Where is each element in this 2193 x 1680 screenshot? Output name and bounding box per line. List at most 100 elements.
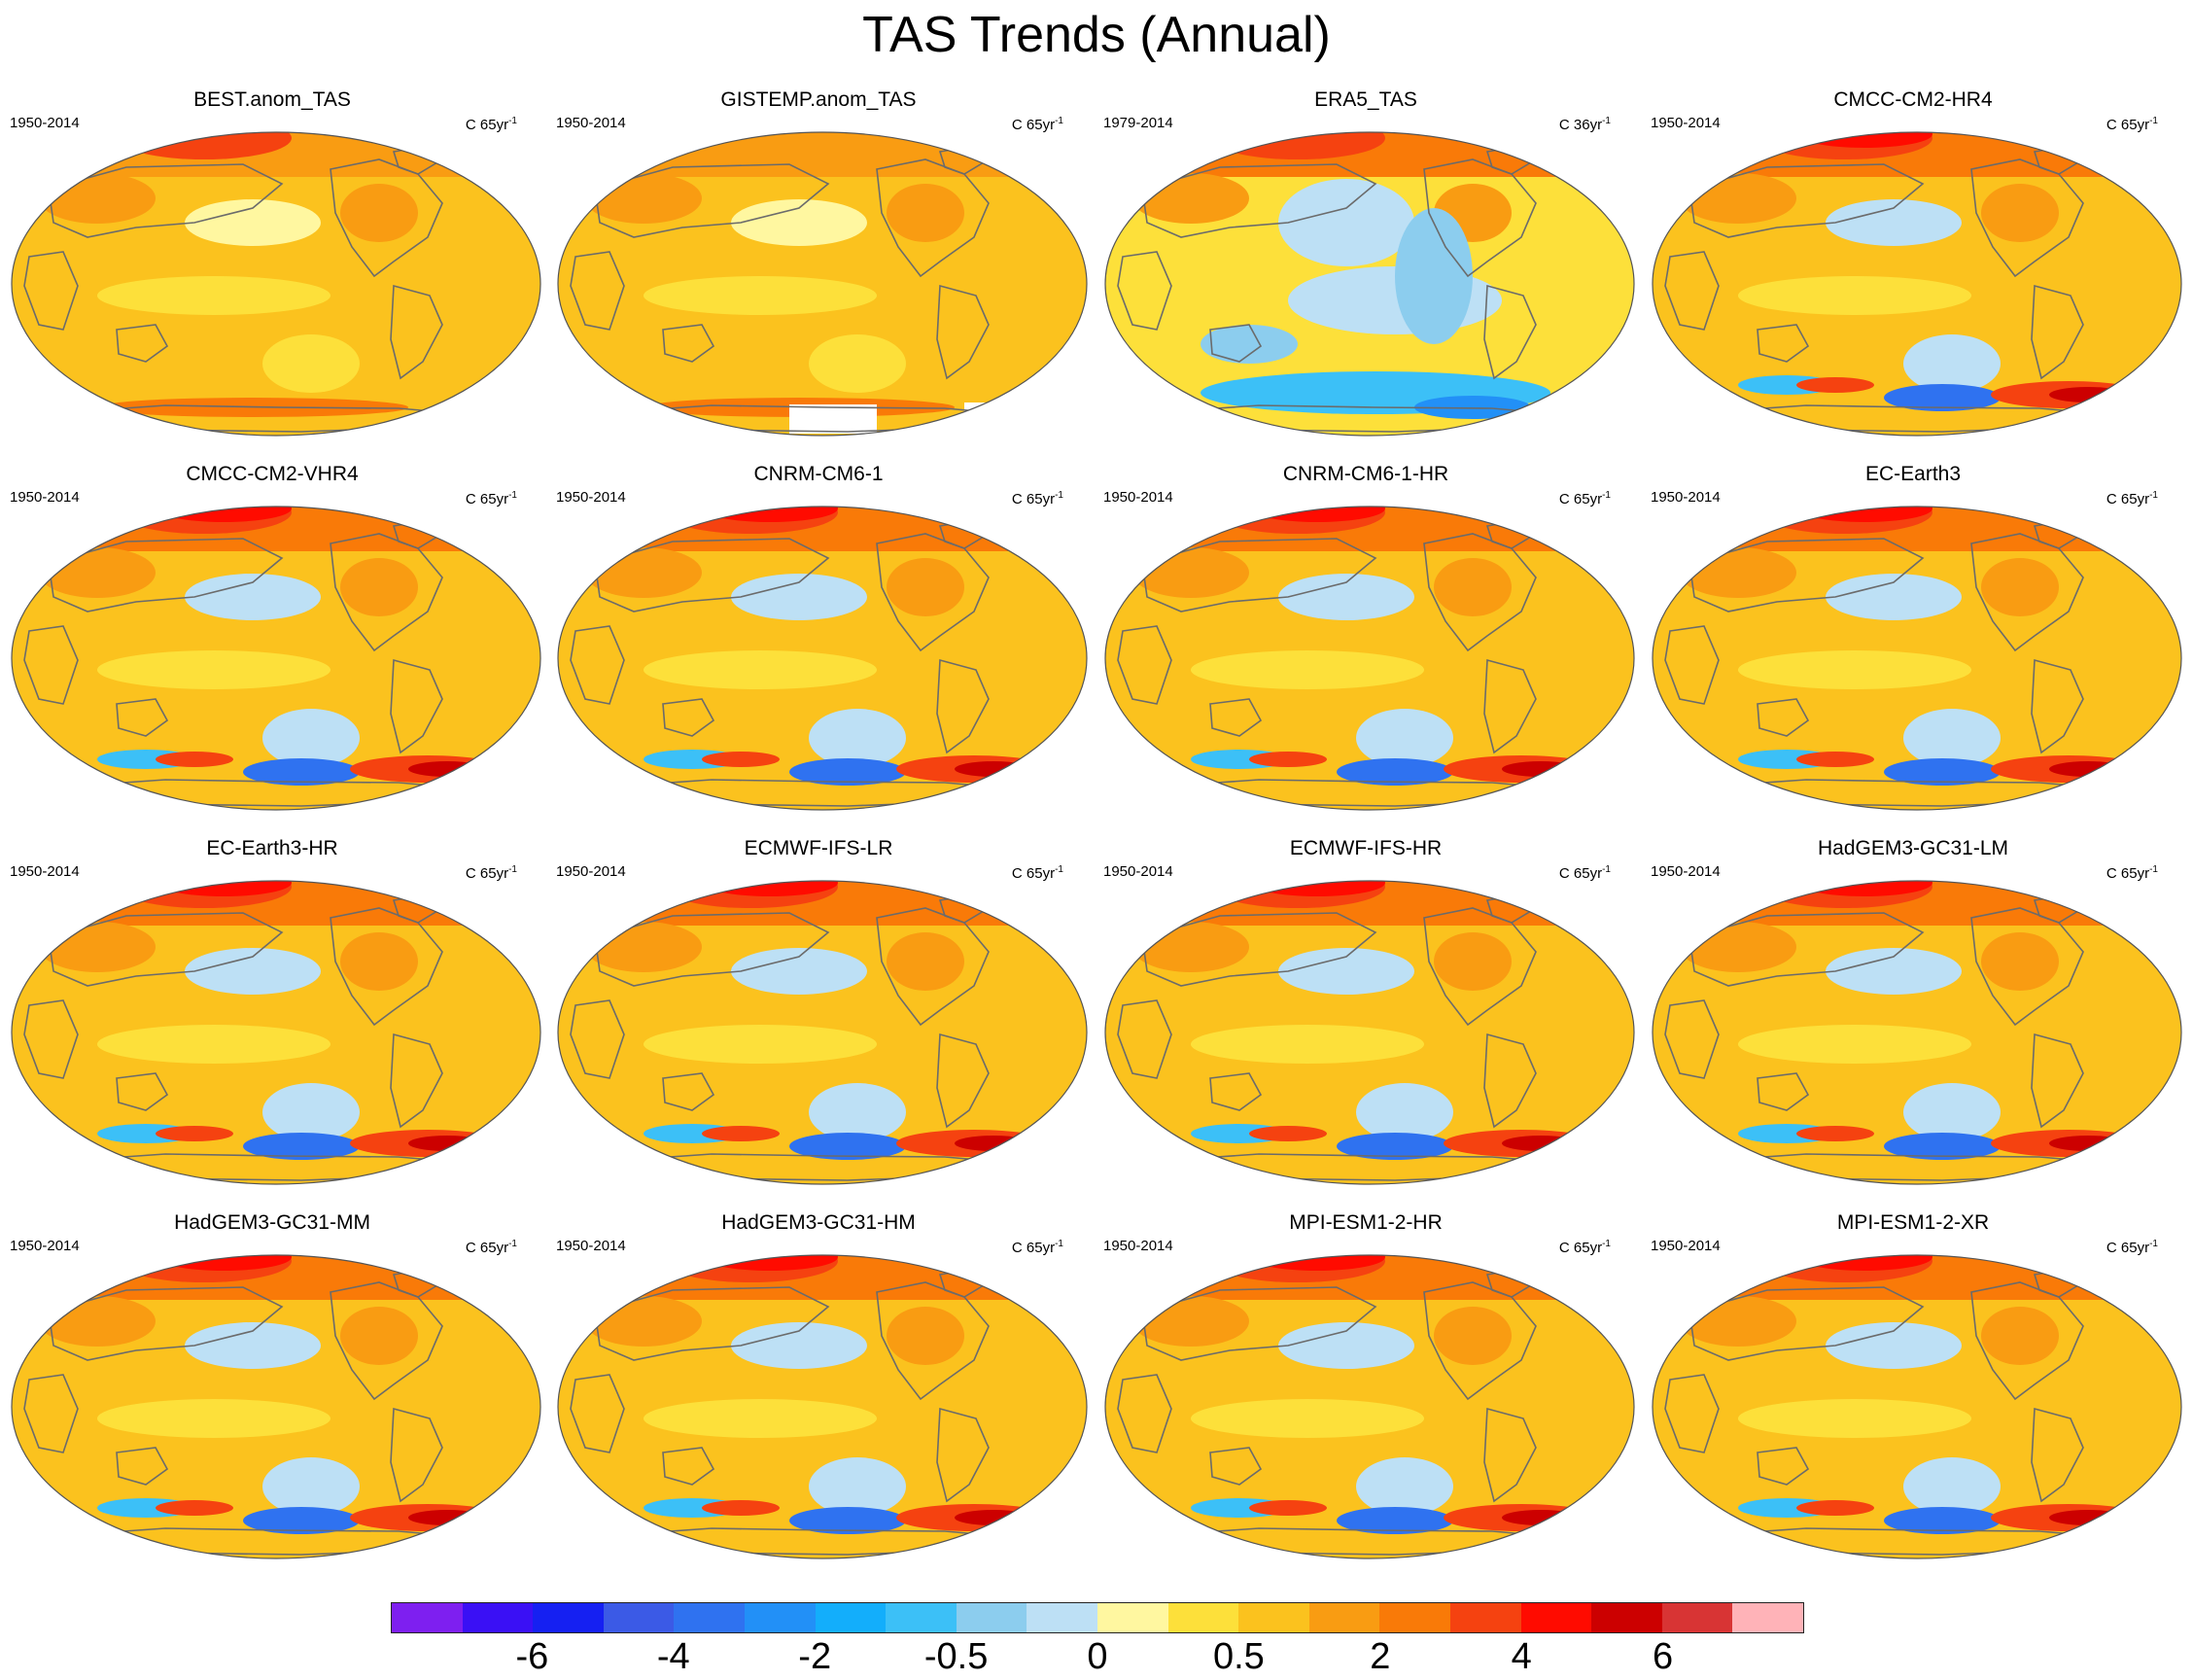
tropical-pacific-band: [644, 650, 877, 689]
colorbar-tick-label: 0: [1087, 1636, 1108, 1677]
south-america-coastline: [1483, 1407, 1537, 1503]
panel-period: 1950-2014: [10, 489, 80, 506]
colorbar-tick-label: 4: [1511, 1636, 1532, 1677]
units-text: C 65yr: [465, 865, 509, 882]
missing-data: [789, 404, 877, 434]
world-map: [1104, 1254, 1635, 1559]
units-text: C 65yr: [465, 1240, 509, 1256]
eurasia-warming: [1132, 547, 1249, 598]
map-outline: [1104, 131, 1635, 437]
panel-units: C 65yr-1: [1012, 487, 1063, 508]
colorbar-swatch: [533, 1603, 604, 1632]
africa-coastline: [1664, 625, 1720, 705]
south-pacific-cooling: [1356, 1457, 1453, 1516]
map-panel: EC-Earth3-HR 1950-2014 C 65yr-1: [10, 836, 541, 1186]
units-text: C 65yr: [2106, 117, 2150, 133]
tropical-pacific-band: [1191, 1025, 1424, 1064]
panel-period: 1979-2014: [1103, 115, 1173, 131]
eurasia-warming: [1680, 1296, 1796, 1347]
colorbar-swatch: [1379, 1603, 1450, 1632]
colorbar-swatch: [744, 1603, 816, 1632]
eurasia-coastline: [1141, 538, 1377, 612]
panel-period: 1950-2014: [1103, 1238, 1173, 1254]
ross-sea-cooling: [1884, 384, 2001, 411]
eurasia-coastline: [1688, 163, 1925, 238]
panel-period: 1950-2014: [556, 489, 626, 506]
map-panel: ERA5_TAS 1979-2014 C 36yr-1: [1103, 88, 1635, 438]
eurasia-coastline: [1141, 912, 1377, 987]
tropical-pacific-band: [1738, 276, 1971, 315]
southern-warm-patch: [1249, 1500, 1327, 1516]
africa-coastline: [1117, 251, 1172, 331]
south-america-coastline: [2031, 1032, 2084, 1129]
tropical-pacific-band: [1191, 1399, 1424, 1438]
southern-warm-patch: [702, 1126, 780, 1141]
north-pacific-cooling: [1826, 1322, 1962, 1369]
units-text: C 65yr: [465, 117, 509, 133]
map-panel: MPI-ESM1-2-HR 1950-2014 C 65yr-1: [1103, 1210, 1635, 1560]
south-pacific-cooling: [1356, 1083, 1453, 1141]
map-outline: [1104, 506, 1635, 811]
panel-title: BEST.anom_TAS: [193, 88, 351, 111]
south-america-coastline: [936, 1407, 990, 1503]
eurasia-warming: [1680, 173, 1796, 224]
north-pacific-cooling: [1278, 574, 1414, 620]
south-america-coastline: [2031, 284, 2084, 380]
australia-coastline: [116, 698, 169, 737]
africa-coastline: [23, 1374, 79, 1453]
ross-sea-cooling: [243, 758, 360, 786]
panel-units: C 65yr-1: [1559, 487, 1611, 508]
colorbar-swatch: [1308, 1603, 1380, 1632]
units-exponent: -1: [1602, 1239, 1611, 1249]
units-exponent: -1: [508, 490, 517, 501]
eurasia-coastline: [594, 912, 830, 987]
panel-units: C 65yr-1: [466, 113, 517, 134]
southern-warm-patch: [1249, 1126, 1327, 1141]
map-panel: HadGEM3-GC31-MM 1950-2014 C 65yr-1: [10, 1210, 541, 1560]
world-map: [557, 1254, 1088, 1559]
colorbar-swatch: [462, 1603, 534, 1632]
north-america-warming: [887, 932, 964, 991]
southern-warm-patch: [1796, 1126, 1874, 1141]
africa-coastline: [1117, 625, 1172, 705]
south-america-coastline: [390, 284, 443, 380]
eurasia-coastline: [48, 1286, 284, 1361]
southern-warm-patch: [1796, 1500, 1874, 1516]
panel-title: EC-Earth3-HR: [206, 837, 338, 859]
africa-coastline: [570, 999, 625, 1079]
africa-coastline: [1664, 1374, 1720, 1453]
panel-units: C 65yr-1: [466, 1236, 517, 1257]
units-exponent: -1: [508, 116, 517, 126]
units-text: C 65yr: [465, 491, 509, 508]
eurasia-coastline: [48, 912, 284, 987]
eurasia-warming: [39, 547, 156, 598]
panel-units: C 65yr-1: [2106, 861, 2158, 883]
south-america-coastline: [936, 284, 990, 380]
colorbar-swatch: [1027, 1603, 1097, 1632]
south-pacific-cooling: [1903, 1083, 2001, 1141]
panel-units: C 65yr-1: [2106, 1236, 2158, 1257]
southern-warm-patch: [702, 752, 780, 767]
colorbar-swatch: [886, 1603, 957, 1632]
ross-sea-cooling: [1884, 1133, 2001, 1160]
australia-coastline: [116, 1072, 169, 1111]
north-pacific-cooling: [185, 948, 321, 995]
ross-sea-cooling: [1884, 758, 2001, 786]
units-exponent: -1: [1055, 490, 1063, 501]
panel-units: C 65yr-1: [1012, 861, 1063, 883]
panel-units: C 65yr-1: [1012, 1236, 1063, 1257]
tropical-pacific-band: [97, 650, 331, 689]
panel-units: C 65yr-1: [1012, 113, 1063, 134]
map-outline: [1104, 1254, 1635, 1559]
panel-period: 1950-2014: [10, 1238, 80, 1254]
units-text: C 65yr: [1011, 491, 1056, 508]
tropical-pacific-band: [97, 1399, 331, 1438]
panel-units: C 36yr-1: [1559, 113, 1611, 134]
ross-sea-cooling: [243, 1507, 360, 1534]
north-pacific-cooling: [1826, 948, 1962, 995]
map-outline: [11, 880, 541, 1185]
panel-title: HadGEM3-GC31-LM: [1817, 837, 2009, 859]
australia-coastline: [662, 698, 715, 737]
panel-period: 1950-2014: [556, 863, 626, 880]
units-exponent: -1: [2149, 1239, 2158, 1249]
